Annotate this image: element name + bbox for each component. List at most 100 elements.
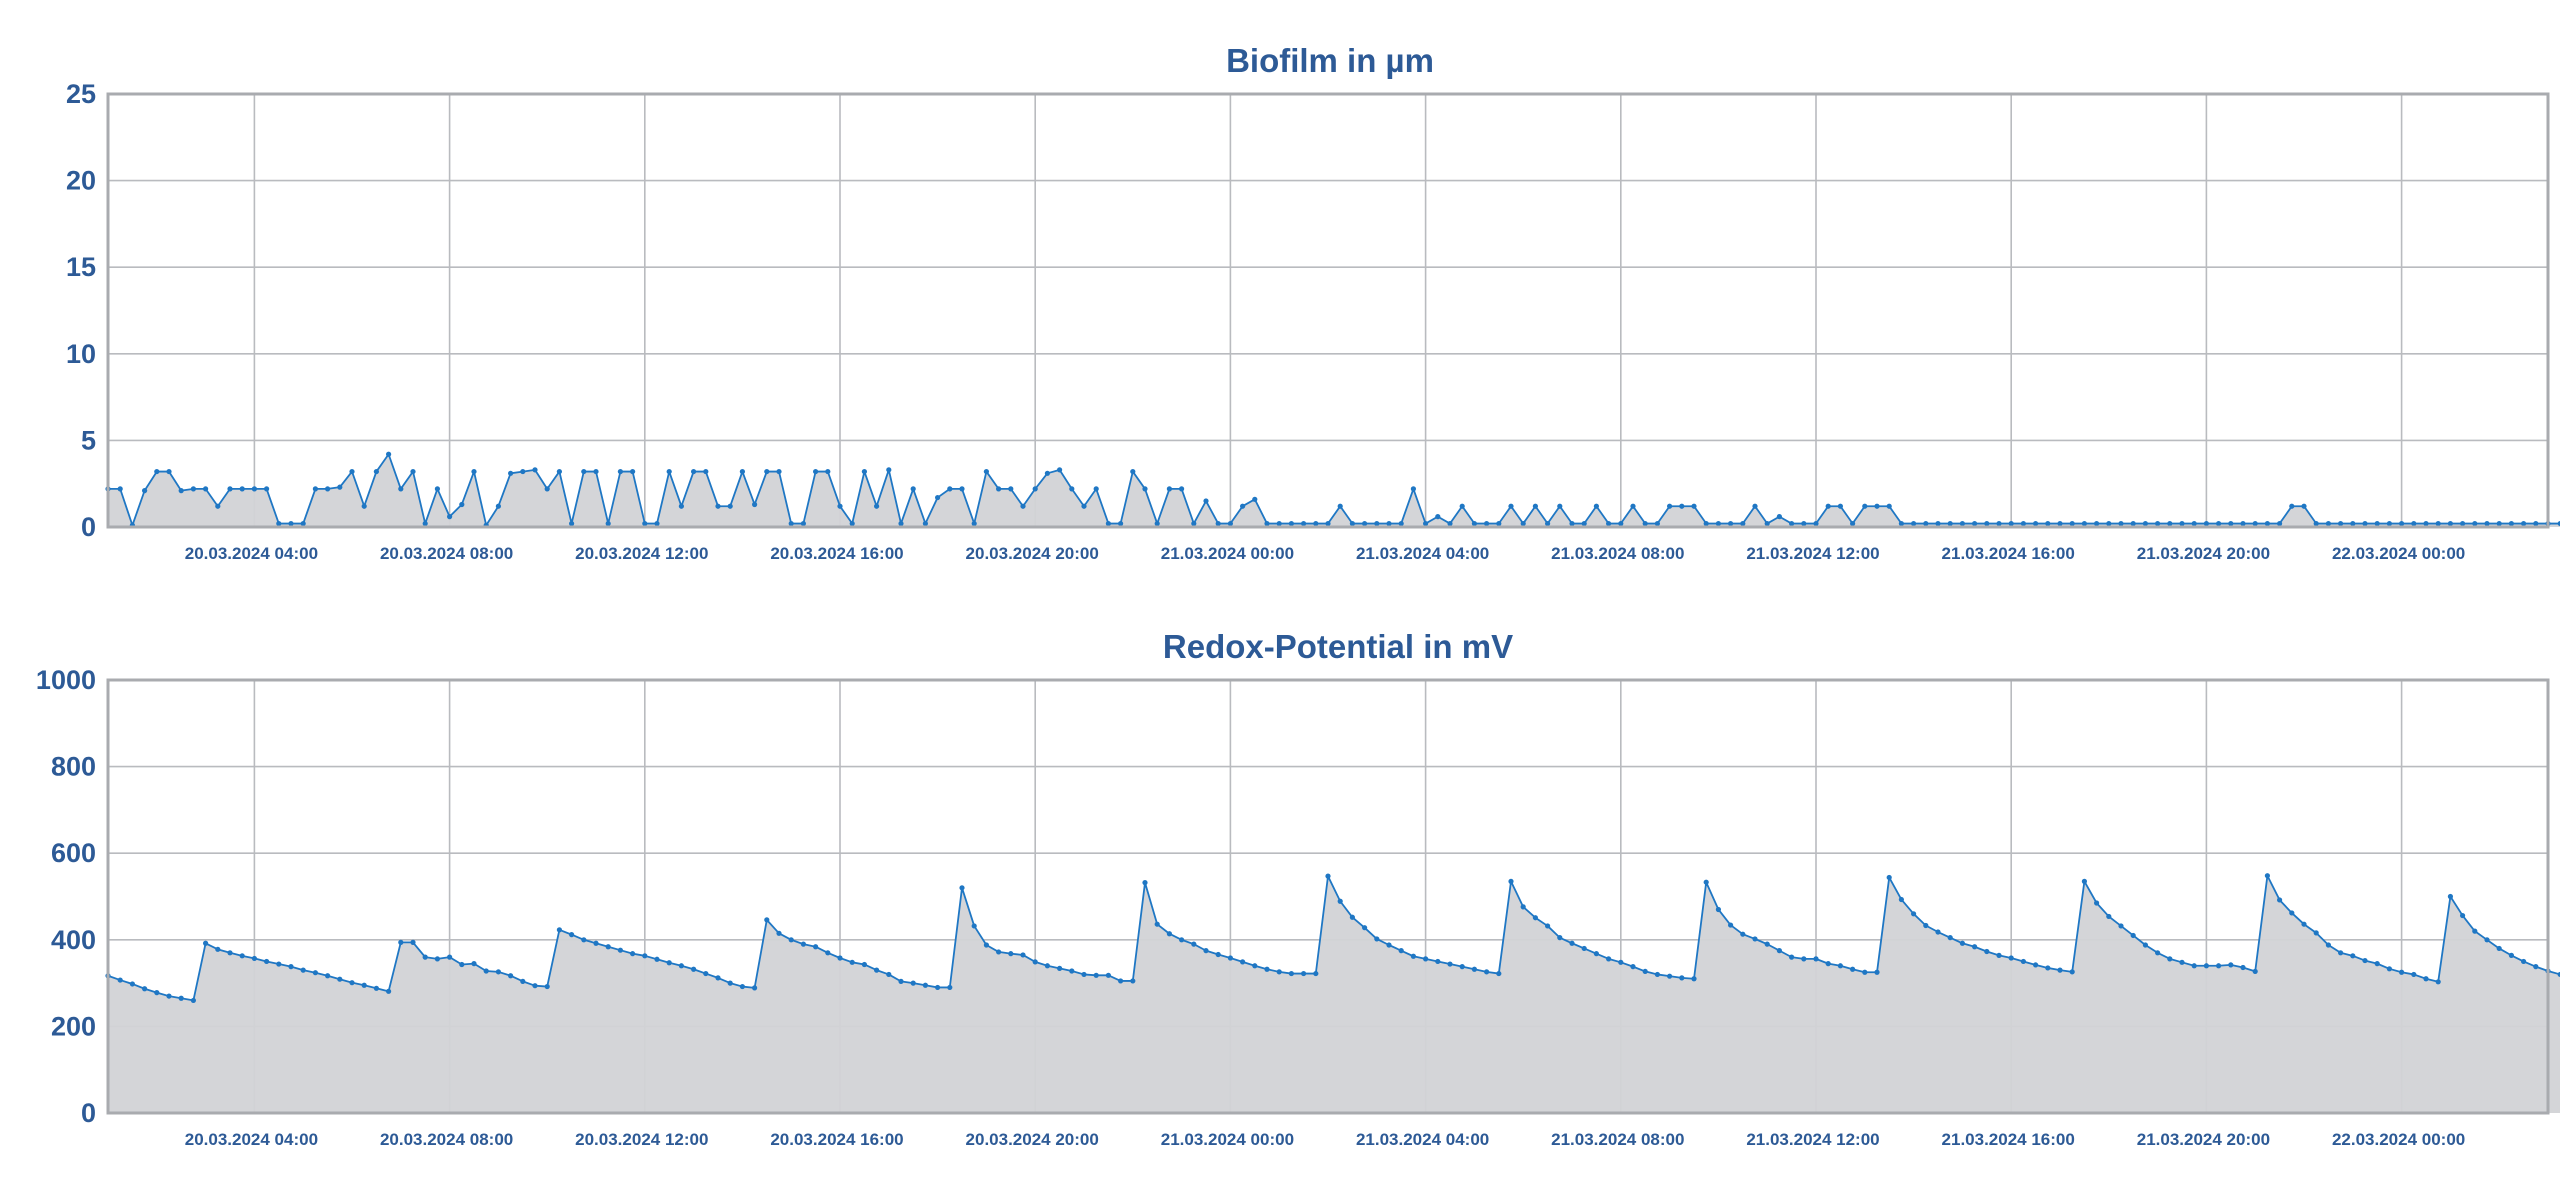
biofilm-data-point	[605, 520, 611, 527]
biofilm-data-point	[178, 488, 184, 494]
biofilm-x-tick-label: 20.03.2024 08:00	[380, 544, 513, 563]
biofilm-data-point	[849, 520, 855, 527]
redox-data-point	[2240, 964, 2246, 971]
biofilm-data-point	[1911, 520, 1917, 527]
biofilm-data-point	[532, 467, 538, 473]
biofilm-data-point	[1008, 486, 1014, 492]
biofilm-y-tick-label: 10	[66, 339, 96, 369]
biofilm-data-point	[1764, 520, 1770, 527]
biofilm-data-point	[1459, 503, 1465, 509]
redox-data-point	[2179, 959, 2185, 965]
redox-data-point	[544, 983, 550, 990]
biofilm-data-point	[2069, 520, 2075, 527]
biofilm-data-point	[398, 486, 404, 492]
biofilm-data-point	[1313, 520, 1319, 527]
biofilm-data-point	[874, 503, 880, 509]
biofilm-data-point	[1337, 503, 1343, 509]
redox-data-point	[178, 995, 184, 1001]
redox-data-point	[1496, 970, 1502, 977]
redox-data-point	[2008, 955, 2014, 961]
redox-data-point	[1764, 941, 1770, 947]
biofilm-data-point	[349, 468, 355, 475]
redox-data-point	[1301, 970, 1307, 977]
redox-data-point	[2118, 923, 2124, 929]
biofilm-x-tick-label: 20.03.2024 12:00	[575, 544, 708, 563]
biofilm-x-tick-label: 21.03.2024 20:00	[2137, 544, 2270, 563]
biofilm-data-point	[1301, 520, 1307, 527]
biofilm-data-point	[947, 486, 953, 492]
biofilm-data-point	[227, 486, 233, 492]
redox-data-point	[752, 985, 758, 991]
biofilm-data-point	[678, 503, 685, 509]
redox-data-point	[788, 937, 794, 943]
redox-data-point	[2252, 968, 2258, 975]
biofilm-data-point	[1179, 486, 1185, 492]
biofilm-data-point	[2301, 503, 2307, 509]
redox-data-point	[739, 983, 746, 990]
redox-data-point	[1642, 968, 1648, 975]
biofilm-y-tick-label: 25	[66, 79, 96, 109]
redox-data-point	[861, 961, 868, 968]
redox-data-point	[898, 978, 904, 984]
biofilm-data-point	[1020, 503, 1026, 509]
biofilm-data-point	[1069, 486, 1075, 492]
biofilm-data-point	[703, 468, 709, 475]
redox-data-point	[2435, 979, 2441, 985]
biofilm-data-point	[2033, 520, 2039, 527]
biofilm-data-point	[1691, 503, 1697, 509]
biofilm-data-point	[2106, 520, 2112, 527]
redox-data-point	[1850, 966, 1856, 972]
biofilm-data-point	[1923, 520, 1929, 527]
redox-data-point	[1069, 968, 1075, 974]
biofilm-data-point	[2411, 520, 2417, 527]
redox-x-tick-label: 21.03.2024 00:00	[1161, 1130, 1294, 1149]
redox-data-point	[2399, 969, 2405, 975]
redox-potential-chart: 0 200 400 600 800 1000 20.03.2024 04:00 20.03.2…	[36, 628, 2560, 1149]
biofilm-data-point	[1654, 520, 1660, 527]
biofilm-data-point	[691, 468, 697, 475]
redox-data-point	[1752, 936, 1758, 942]
biofilm-data-point	[1032, 486, 1038, 492]
biofilm-data-point	[1947, 520, 1953, 527]
biofilm-data-point	[251, 486, 257, 492]
redox-data-point	[1728, 922, 1734, 928]
redox-data-point	[2289, 910, 2295, 916]
biofilm-chart: 0 5 10 15 20 25 20.03.2024 04:00 20.03.2024 08:…	[66, 42, 2560, 563]
biofilm-data-point	[666, 468, 672, 475]
redox-data-point	[1581, 945, 1587, 952]
biofilm-data-point	[2533, 520, 2539, 527]
redox-data-point	[483, 968, 489, 974]
redox-x-tick-label: 21.03.2024 08:00	[1551, 1130, 1684, 1149]
redox-y-tick-label: 0	[81, 1098, 96, 1128]
biofilm-data-point	[300, 520, 306, 527]
biofilm-data-point	[142, 488, 148, 494]
redox-data-point	[1032, 959, 1038, 965]
biofilm-data-point	[276, 520, 282, 527]
redox-data-point	[2411, 971, 2417, 978]
biofilm-data-point	[434, 486, 440, 492]
redox-data-point	[1020, 952, 1026, 958]
redox-data-point	[642, 953, 648, 959]
biofilm-data-point	[2203, 520, 2209, 527]
redox-data-point	[288, 964, 294, 970]
biofilm-data-point	[1252, 496, 1258, 502]
redox-data-point	[1679, 975, 1685, 981]
redox-x-tick-label: 22.03.2024 00:00	[2332, 1130, 2465, 1149]
biofilm-x-tick-label: 21.03.2024 04:00	[1356, 544, 1489, 563]
redox-data-point	[471, 961, 477, 967]
biofilm-data-point	[264, 486, 270, 492]
redox-data-point	[2069, 969, 2075, 975]
redox-y-tick-label: 200	[51, 1011, 96, 1041]
biofilm-data-point	[459, 501, 465, 508]
biofilm-data-point	[1520, 520, 1526, 527]
biofilm-y-tick-label: 20	[66, 166, 96, 196]
redox-data-point	[825, 950, 831, 956]
redox-data-point	[312, 970, 318, 976]
biofilm-data-point	[2362, 520, 2368, 527]
biofilm-data-point	[2289, 503, 2295, 509]
redox-y-tick-label: 1000	[36, 665, 96, 695]
redox-data-point	[203, 940, 209, 946]
biofilm-data-point	[1374, 520, 1380, 527]
redox-data-point	[1398, 948, 1404, 954]
biofilm-data-point	[190, 486, 196, 492]
